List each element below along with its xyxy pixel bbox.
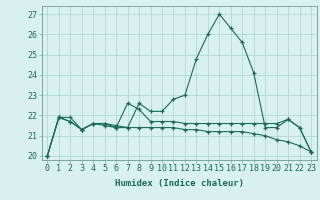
X-axis label: Humidex (Indice chaleur): Humidex (Indice chaleur) [115,179,244,188]
